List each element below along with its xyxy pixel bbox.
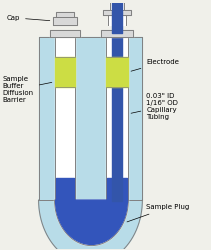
Polygon shape (55, 200, 128, 246)
Text: 0.03" ID
1/16" OD
Capillary
Tubing: 0.03" ID 1/16" OD Capillary Tubing (131, 93, 178, 120)
Polygon shape (39, 200, 142, 250)
Text: Electrode: Electrode (131, 59, 179, 71)
Text: Cap: Cap (7, 15, 50, 21)
Text: 1 ml Syringe
P659 & F120
Syringe Fittings: 1 ml Syringe P659 & F120 Syringe Fitting… (0, 249, 1, 250)
Text: Sample Plug: Sample Plug (127, 204, 190, 222)
Text: Sample
Buffer
Diffusion
Barrier: Sample Buffer Diffusion Barrier (3, 76, 52, 103)
Polygon shape (55, 200, 127, 244)
